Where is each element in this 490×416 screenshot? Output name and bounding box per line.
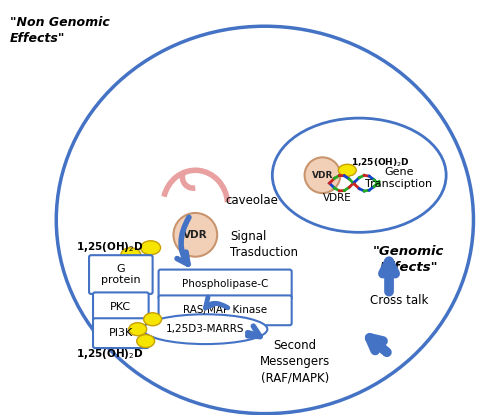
Text: Phospholipase-C: Phospholipase-C xyxy=(182,280,269,290)
Text: VDRE: VDRE xyxy=(323,193,352,203)
Text: "Non Genomic
Effects": "Non Genomic Effects" xyxy=(10,16,109,45)
Ellipse shape xyxy=(339,164,356,176)
Text: Signal
Trasduction: Signal Trasduction xyxy=(230,230,298,259)
Text: 1,25(OH)$_2$D: 1,25(OH)$_2$D xyxy=(76,347,144,361)
FancyBboxPatch shape xyxy=(93,292,148,322)
Ellipse shape xyxy=(137,334,155,347)
Text: VDR: VDR xyxy=(183,230,208,240)
Circle shape xyxy=(305,157,341,193)
Ellipse shape xyxy=(121,248,141,262)
Text: 1,25(OH)$_2$D: 1,25(OH)$_2$D xyxy=(76,240,144,254)
Text: "Genomic
Effects": "Genomic Effects" xyxy=(373,245,444,274)
FancyBboxPatch shape xyxy=(93,318,148,348)
Text: VDR: VDR xyxy=(312,171,333,180)
Circle shape xyxy=(173,213,217,257)
FancyBboxPatch shape xyxy=(159,270,292,300)
Text: PI3K: PI3K xyxy=(109,328,133,338)
Ellipse shape xyxy=(124,275,144,290)
Text: RAS/MAP Kinase: RAS/MAP Kinase xyxy=(183,305,267,315)
Ellipse shape xyxy=(141,241,161,255)
Ellipse shape xyxy=(106,261,126,275)
Text: G
protein: G protein xyxy=(101,264,141,285)
Text: 1,25(OH)$_2$D: 1,25(OH)$_2$D xyxy=(351,156,410,168)
Text: Second
Messengers
(RAF/MAPK): Second Messengers (RAF/MAPK) xyxy=(260,339,330,384)
Text: Cross talk: Cross talk xyxy=(370,295,428,307)
Ellipse shape xyxy=(143,314,268,344)
Ellipse shape xyxy=(133,262,152,277)
Text: 1,25D3-MARRS: 1,25D3-MARRS xyxy=(166,324,245,334)
Text: PKC: PKC xyxy=(110,302,131,312)
Ellipse shape xyxy=(144,313,162,326)
Text: Gene
Transciption: Gene Transciption xyxy=(366,167,433,189)
Ellipse shape xyxy=(129,323,147,336)
FancyBboxPatch shape xyxy=(159,295,292,325)
Text: caveolae: caveolae xyxy=(225,193,278,207)
FancyBboxPatch shape xyxy=(89,255,152,294)
